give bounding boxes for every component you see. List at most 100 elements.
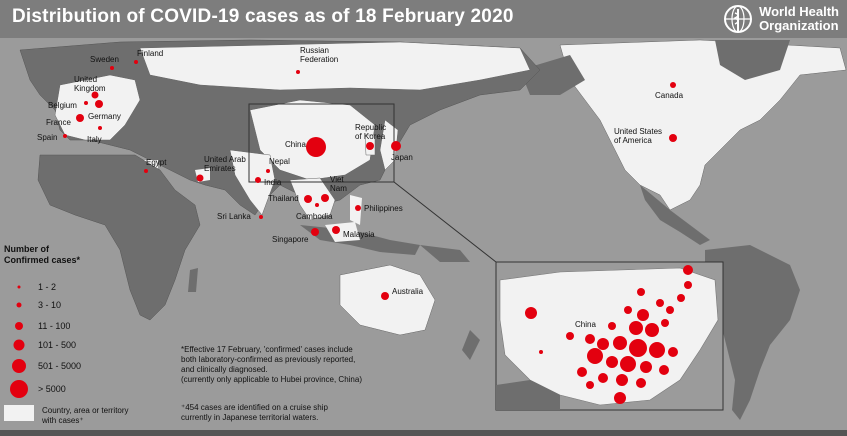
inset-marker [668,347,678,357]
land-south-america [705,245,800,420]
marker-uk [91,91,99,99]
who-name: World Health Organization [759,5,839,33]
legend-territory-label: Country, area or territory with cases⁺ [42,406,129,425]
label-spain: Spain [37,133,58,142]
note-confirmed-definition: *Effective 17 February, 'confirmed' case… [181,345,362,384]
label-china: China [285,140,306,149]
inset-label-china: China [575,320,596,329]
legend-title: Number of Confirmed cases* [4,244,81,265]
label-korea: Republic of Korea [355,123,387,141]
inset-marker [684,281,692,289]
label-india: India [264,178,282,187]
legend-dot-6 [10,380,28,398]
inset-marker [539,350,543,354]
inset-marker [566,332,574,340]
label-finland: Finland [137,49,164,58]
label-australia: Australia [392,287,424,296]
marker-usa [669,134,677,142]
inset-marker [636,378,646,388]
label-belgium: Belgium [48,101,77,110]
label-srilanka: Sri Lanka [217,212,251,221]
legend-territory-swatch [4,405,34,421]
label-malaysia: Malaysia [343,230,375,239]
inset-marker [659,365,669,375]
marker-france [76,114,84,122]
marker-thailand [304,195,312,203]
inset-marker [640,361,652,373]
marker-russia [296,70,300,74]
land-madagascar [188,268,198,292]
label-germany: Germany [88,112,121,121]
legend-dot-1 [17,285,21,289]
marker-philippines [355,205,361,211]
inset-marker [620,356,636,372]
label-uk: United Kingdom [74,75,106,93]
marker-germany [95,100,103,108]
marker-korea [366,142,374,150]
inset-marker [637,309,649,321]
land-russia-affected [139,41,531,91]
legend-item-6: > 5000 [38,384,66,394]
world-map [4,39,847,421]
label-egypt: Egypt [146,158,167,167]
marker-japan [391,141,401,151]
inset-marker [637,288,645,296]
label-russia: Russian Federation [300,46,339,64]
label-japan: Japan [391,153,413,162]
inset-marker [613,336,627,350]
inset-marker [629,321,643,335]
land-mexico-central [640,185,710,245]
inset-marker [606,356,618,368]
who-name-line1: World Health [759,4,839,19]
header-bar: Distribution of COVID-19 cases as of 18 … [0,0,847,38]
who-emblem-icon [724,5,753,33]
marker-sweden [110,66,114,70]
inset-marker [616,374,628,386]
marker-canada [670,82,676,88]
label-italy: Italy [87,135,102,144]
inset-marker [624,306,632,314]
land-greenland [715,40,790,80]
label-thailand: Thailand [268,194,299,203]
legend-item-2: 3 - 10 [38,300,62,310]
legend-item-5: 501 - 5000 [38,361,82,371]
land-new-guinea [420,245,470,262]
marker-cambodia [315,203,319,207]
inset-connector-left [393,181,497,263]
label-cambodia: Cambodia [296,212,333,221]
label-uae: United Arab Emirates [204,155,246,173]
inset-marker [656,299,664,307]
case-markers [63,60,677,300]
inset-marker [608,322,616,330]
marker-singapore [311,228,319,236]
inset-marker [598,373,608,383]
inset-marker [587,348,603,364]
label-philippines: Philippines [364,204,403,213]
label-france: France [46,118,71,127]
map-title: Distribution of COVID-19 cases as of 18 … [12,6,514,27]
inset-marker [577,367,587,377]
inset-neighbor-land [496,380,560,410]
legend-symbols [10,285,28,398]
land-alaska [520,55,585,95]
marker-belgium [84,101,88,105]
marker-finland [134,60,138,64]
inset-marker [666,306,674,314]
marker-uae [196,174,204,182]
label-sweden: Sweden [90,55,119,64]
inset-marker [525,307,537,319]
inset-marker [586,381,594,389]
marker-srilanka [259,215,263,219]
land-new-zealand [462,330,480,360]
legend-dot-2 [16,302,22,308]
marker-egypt [144,169,148,173]
inset-marker [661,319,669,327]
who-logo: World Health Organization [723,3,839,35]
label-singapore: Singapore [272,235,309,244]
land-se-asia-affected [289,177,336,221]
footer-bar [0,430,847,436]
legend-item-1: 1 - 2 [38,282,57,292]
inset-marker [645,323,659,337]
marker-malaysia [332,226,340,234]
inset-marker [614,392,626,404]
